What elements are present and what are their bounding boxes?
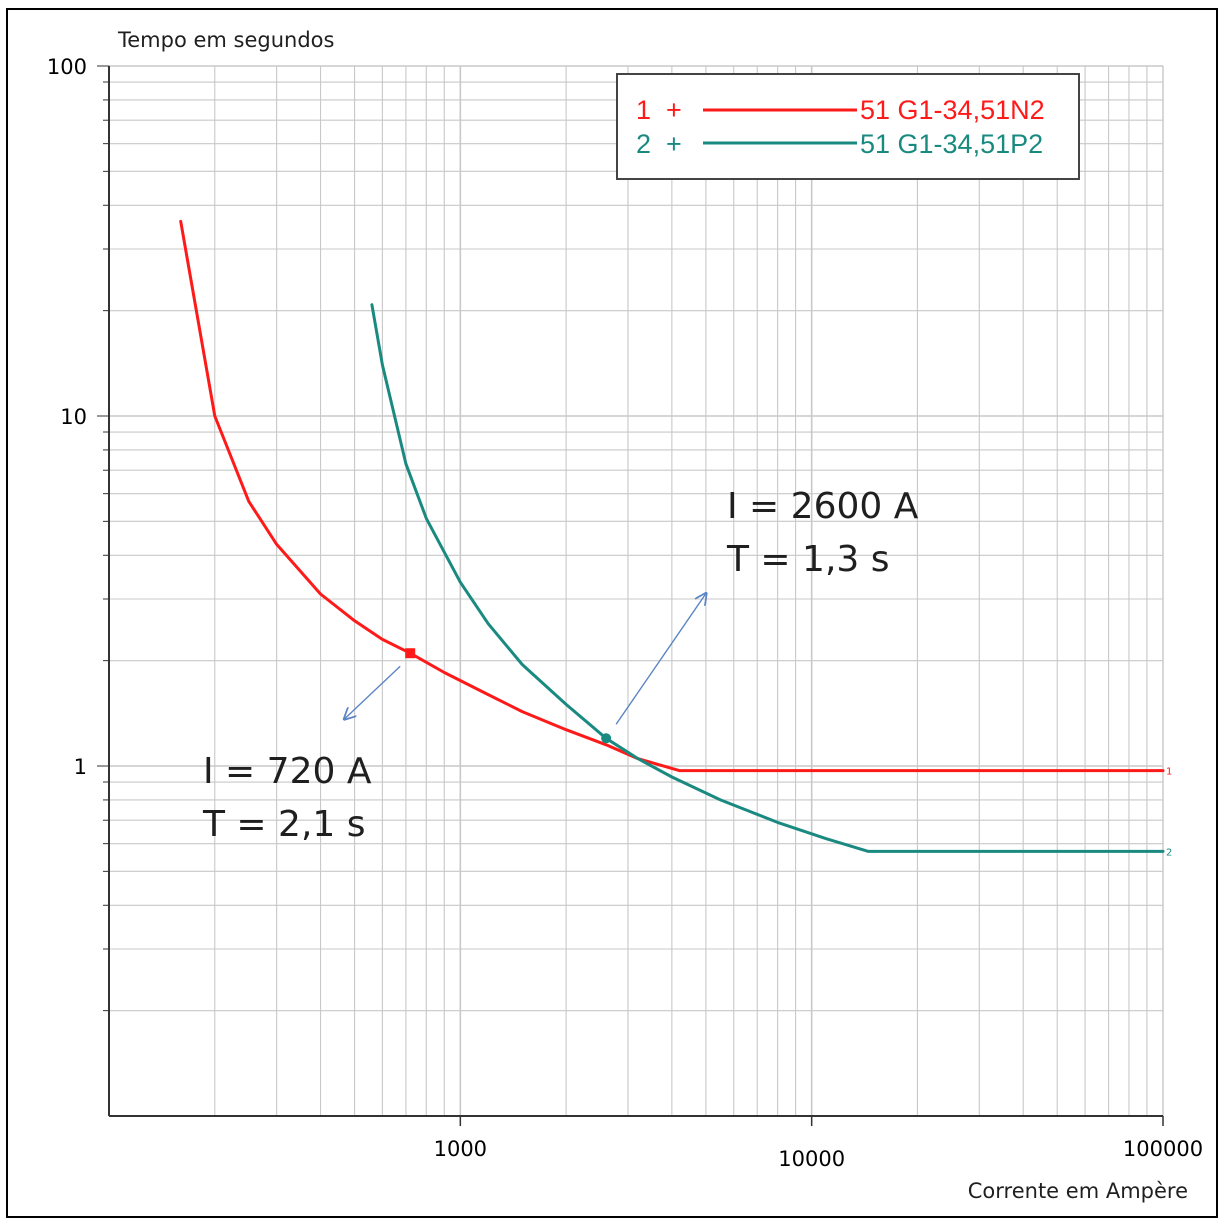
annotation-arrow-2 xyxy=(615,593,706,725)
y-axis-title: Tempo em segundos xyxy=(117,28,334,52)
y-tick-label: 100 xyxy=(47,55,87,79)
annotation-1-line-1: I = 720 A xyxy=(203,751,372,792)
annotation-1-line-2: T = 2,1 s xyxy=(202,804,366,845)
chart-frame xyxy=(6,8,1218,1218)
legend-1-marker: + xyxy=(666,95,682,125)
axes xyxy=(97,65,1164,1126)
x-tick-label: 1000 xyxy=(434,1137,487,1161)
point-marker-2 xyxy=(601,733,612,744)
x-tick-labels: 1000 10000 100000 xyxy=(434,1137,1203,1171)
series-line-1 xyxy=(179,219,1165,773)
legend-1-number: 1 xyxy=(636,95,651,125)
annotation-2-line-1: I = 2600 A xyxy=(727,486,919,527)
grid xyxy=(109,65,1164,1116)
legend-box xyxy=(616,73,1080,180)
legend: 1 + 51 G1-34,51N2 2 + 51 G1-34,51P2 xyxy=(616,73,1080,180)
legend-1-label: 51 G1-34,51N2 xyxy=(860,95,1045,125)
legend-2-marker: + xyxy=(666,129,682,159)
y-tick-label: 1 xyxy=(74,755,87,779)
x-tick-label: 100000 xyxy=(1123,1137,1203,1161)
annotation-layer: I = 720 A T = 2,1 s I = 2600 A T = 1,3 s xyxy=(202,486,919,845)
x-tick-label: 10000 xyxy=(778,1147,845,1171)
y-tick-labels: 100 10 1 xyxy=(47,55,87,779)
x-axis-title: Corrente em Ampère xyxy=(968,1179,1188,1203)
annotation-2-line-2: T = 1,3 s xyxy=(726,539,890,580)
series-end-label-1: 1 xyxy=(1166,767,1172,778)
point-marker-1 xyxy=(405,648,416,659)
legend-2-label: 51 G1-34,51P2 xyxy=(860,129,1043,159)
series-end-label-2: 2 xyxy=(1166,847,1172,858)
y-tick-label: 10 xyxy=(60,405,87,429)
legend-2-number: 2 xyxy=(636,129,651,159)
annotation-arrow-1 xyxy=(344,665,401,719)
